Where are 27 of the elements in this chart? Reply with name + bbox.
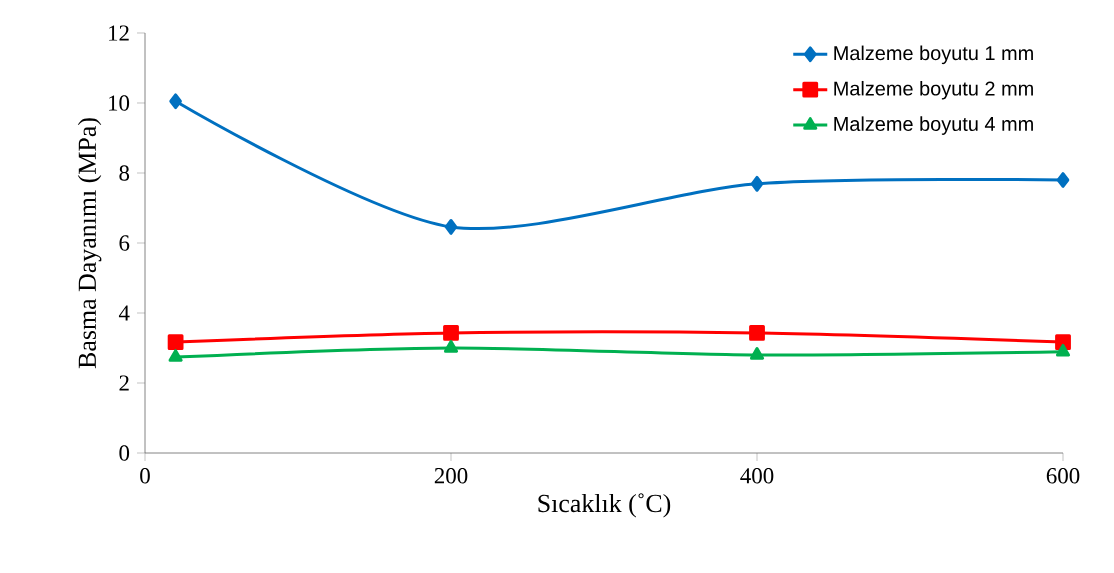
- point: [444, 219, 458, 235]
- point: [750, 175, 764, 192]
- legend-label: Malzeme boyutu 1 mm: [834, 45, 1033, 65]
- y-tick-label: 12: [109, 25, 129, 41]
- y-tick-label: 2: [119, 375, 129, 391]
- point: [168, 349, 183, 362]
- point: [443, 325, 459, 341]
- x-tick-label: 400: [740, 468, 774, 484]
- point: [443, 340, 459, 353]
- point: [749, 325, 765, 341]
- y-axis-title: Basma Dayanımı (MPa): [77, 118, 102, 369]
- y-tick-label: 0: [119, 445, 130, 461]
- x-tick-label: 0: [140, 468, 150, 484]
- y-tick-label: 4: [118, 305, 130, 321]
- legend-label: Malzeme boyutu 2 mm: [834, 80, 1033, 100]
- point: [167, 334, 184, 350]
- x-axis-title: Sıcaklık (˚C): [538, 493, 671, 518]
- point: [1056, 172, 1070, 188]
- x-tick-label: 200: [434, 468, 468, 484]
- y-tick-label: 10: [109, 95, 130, 111]
- y-tick-label: 6: [119, 235, 130, 251]
- point: [169, 93, 182, 110]
- x-tick-label: 600: [1046, 468, 1080, 484]
- y-tick-label: 8: [119, 165, 130, 181]
- point: [749, 347, 765, 360]
- legend-label: Malzeme boyutu 4 mm: [834, 116, 1033, 135]
- point: [1055, 343, 1071, 357]
